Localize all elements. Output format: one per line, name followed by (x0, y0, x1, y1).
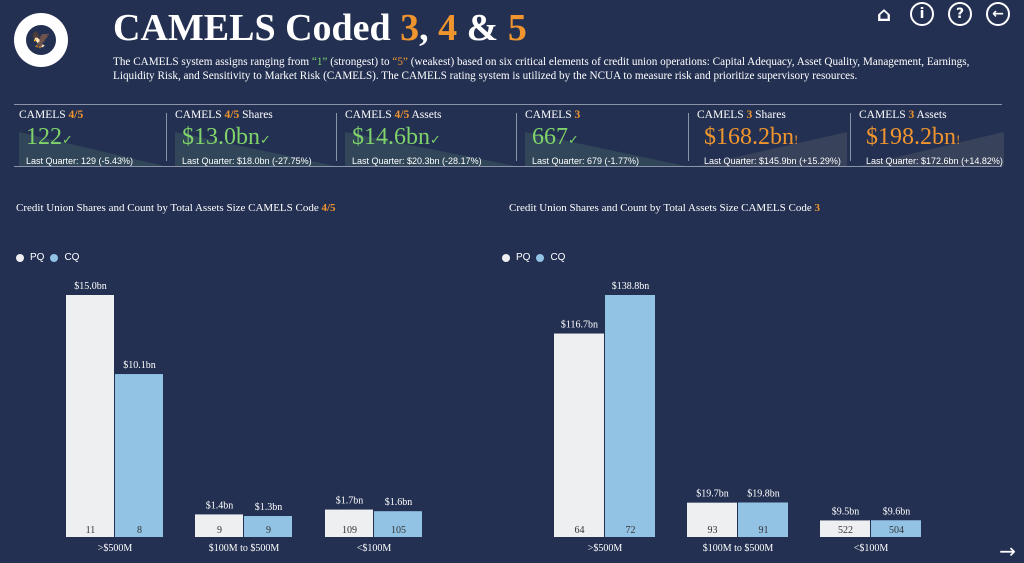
category-label: <$100M (357, 543, 392, 554)
bar-cq[interactable] (738, 502, 788, 537)
bar-value-label: $9.6bn (883, 506, 911, 517)
category-label: >$500M (588, 543, 623, 554)
back-arrow-icon[interactable]: ← (986, 2, 1010, 26)
kpi-label: CAMELS 3 Shares (697, 109, 786, 121)
warning-icon: ! (794, 132, 799, 147)
kpi-last-quarter: Last Quarter: $20.3bn (-28.17%) (352, 156, 482, 166)
next-arrow-icon[interactable]: → (999, 539, 1016, 563)
divider (336, 113, 337, 161)
kpi-label: CAMELS 4/5 Shares (175, 109, 273, 121)
bar-count-label: 93 (708, 525, 718, 536)
kpi-label: CAMELS 3 (525, 109, 581, 121)
bar-cq[interactable] (374, 511, 422, 537)
bar-pq[interactable] (66, 295, 114, 537)
check-icon: ✓ (568, 132, 579, 147)
bar-count-label: 9 (217, 525, 222, 536)
divider (166, 113, 167, 161)
bar-value-label: $19.8bn (747, 488, 780, 499)
kpi-card: CAMELS 4/5 122✓ Last Quarter: 129 (-5.43… (14, 106, 164, 166)
bar-pq[interactable] (687, 502, 737, 537)
bar-count-label: 109 (342, 525, 357, 536)
kpi-last-quarter: Last Quarter: $145.9bn (+15.29%) (704, 156, 841, 166)
legend-pq-swatch (502, 253, 510, 262)
bar-count-label: 522 (838, 525, 853, 536)
kpi-last-quarter: Last Quarter: 129 (-5.43%) (26, 156, 134, 166)
kpi-last-quarter: Last Quarter: 679 (-1.77%) (532, 156, 640, 166)
home-icon[interactable]: ⌂ (876, 2, 892, 26)
check-icon: ✓ (260, 132, 271, 147)
divider (14, 104, 1002, 105)
kpi-label: CAMELS 3 Assets (859, 109, 947, 121)
kpi-card: CAMELS 3 Shares $168.2bn! Last Quarter: … (692, 106, 847, 166)
legend: PQ CQ (16, 252, 79, 263)
chart-title-3: Credit Union Shares and Count by Total A… (509, 202, 820, 214)
legend-pq-swatch (16, 253, 24, 262)
kpi-label: CAMELS 4/5 Assets (345, 109, 442, 121)
kpi-card: CAMELS 3 Assets $198.2bn! Last Quarter: … (854, 106, 1004, 166)
bar-value-label: $10.1bn (123, 360, 156, 371)
category-label: <$100M (854, 543, 889, 554)
bar-pq[interactable] (325, 509, 373, 537)
kpi-card: CAMELS 3 667✓ Last Quarter: 679 (-1.77%) (520, 106, 685, 166)
kpi-value: 667✓ (532, 124, 579, 150)
kpi-last-quarter: Last Quarter: $18.0bn (-27.75%) (182, 156, 312, 166)
bar-value-label: $1.7bn (336, 496, 364, 507)
bar-count-label: 8 (137, 525, 142, 536)
kpi-label: CAMELS 4/5 (19, 109, 84, 121)
category-label: $100M to $500M (703, 543, 774, 554)
bar-cq[interactable] (115, 374, 163, 537)
page-title: CAMELS Coded 3, 4 & 5 (113, 7, 527, 49)
kpi-card: CAMELS 4/5 Shares $13.0bn✓ Last Quarter:… (170, 106, 335, 166)
help-icon[interactable]: ? (948, 2, 972, 26)
bar-value-label: $1.3bn (255, 502, 283, 513)
bar-pq[interactable] (195, 514, 243, 537)
warning-icon: ! (956, 132, 961, 147)
bar-count-label: 504 (889, 525, 904, 536)
bar-value-label: $15.0bn (74, 281, 107, 292)
description: The CAMELS system assigns ranging from “… (113, 56, 970, 82)
nav-icons: ⌂ i ? ← (872, 2, 1010, 26)
bar-count-label: 64 (575, 525, 585, 536)
bar-cq[interactable] (244, 516, 292, 537)
bar-count-label: 72 (626, 525, 636, 536)
divider (516, 113, 517, 161)
bar-count-label: 9 (266, 525, 271, 536)
bar-value-label: $1.4bn (206, 500, 234, 511)
bar-value-label: $19.7bn (696, 489, 729, 500)
category-label: $100M to $500M (209, 543, 280, 554)
kpi-value: $198.2bn! (866, 124, 961, 150)
kpi-last-quarter: Last Quarter: $172.6bn (+14.82%) (866, 156, 1003, 166)
bar-value-label: $1.6bn (385, 497, 413, 508)
bar-count-label: 11 (86, 525, 96, 536)
check-icon: ✓ (62, 132, 73, 147)
kpi-value: $13.0bn✓ (182, 124, 271, 150)
bar-pq[interactable] (820, 520, 870, 537)
bar-cq[interactable] (871, 520, 921, 537)
kpi-value: 122✓ (26, 124, 73, 150)
kpi-value: $168.2bn! (704, 124, 799, 150)
divider (14, 166, 1002, 167)
bar-value-label: $138.8bn (612, 281, 650, 292)
bar-count-label: 91 (759, 525, 769, 536)
bar-pq[interactable] (554, 333, 604, 537)
category-label: >$500M (98, 543, 133, 554)
legend: PQ CQ (502, 252, 565, 263)
divider (850, 113, 851, 161)
bar-value-label: $116.7bn (561, 320, 598, 331)
check-icon: ✓ (430, 132, 441, 147)
eagle-icon: 🦅 (26, 25, 56, 55)
legend-cq-swatch (50, 253, 59, 262)
legend-cq-swatch (536, 253, 545, 262)
bar-cq[interactable] (605, 295, 655, 537)
kpi-value: $14.6bn✓ (352, 124, 441, 150)
divider (688, 113, 689, 161)
bar-value-label: $9.5bn (832, 506, 860, 517)
info-icon[interactable]: i (910, 2, 934, 26)
chart-title-4-5: Credit Union Shares and Count by Total A… (16, 202, 336, 214)
ncua-seal-logo: 🦅 (14, 13, 68, 67)
bar-count-label: 105 (391, 525, 406, 536)
kpi-card: CAMELS 4/5 Assets $14.6bn✓ Last Quarter:… (340, 106, 515, 166)
